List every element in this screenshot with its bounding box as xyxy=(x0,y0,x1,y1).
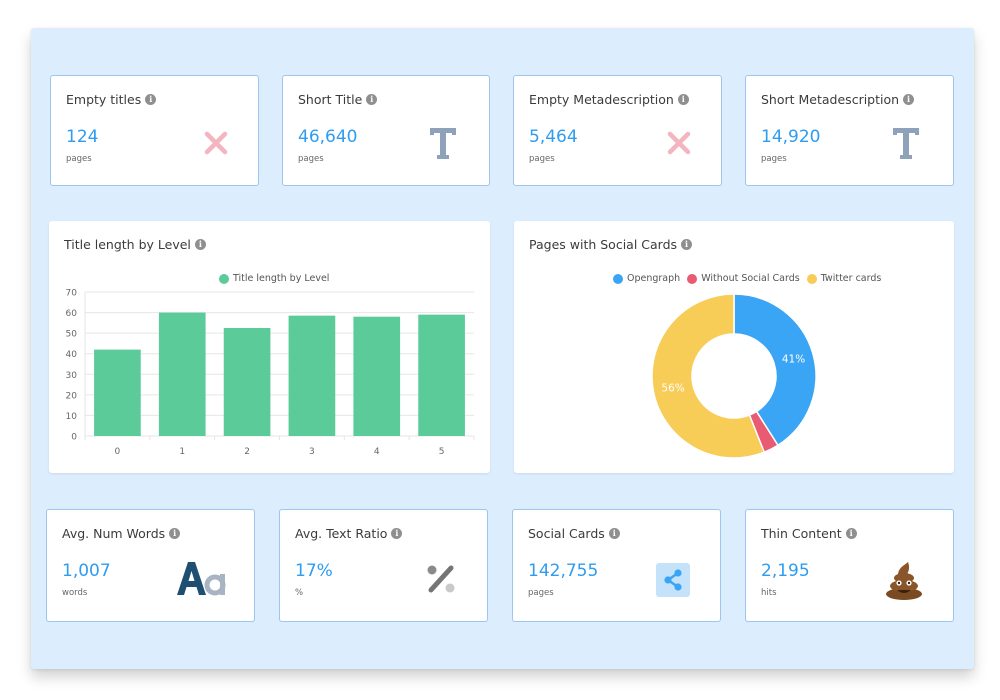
card-title: Avg. Text Ratio i xyxy=(295,526,403,541)
card-title: Title length by Level i xyxy=(64,237,206,252)
x-tick-label: 3 xyxy=(309,447,315,457)
bar-level-5 xyxy=(418,314,465,436)
info-icon[interactable]: i xyxy=(677,94,689,105)
card-value: 14,920 xyxy=(761,127,821,147)
legend-label: Without Social Cards xyxy=(701,273,800,284)
legend-swatch xyxy=(219,273,229,284)
card-value: 124 xyxy=(66,127,99,147)
poop-icon xyxy=(882,558,926,602)
card-unit: pages xyxy=(298,154,324,164)
slice-data-label: 56% xyxy=(661,383,684,395)
bar-level-2 xyxy=(223,328,271,436)
card-value: 1,007 xyxy=(62,561,111,581)
x-tick-label: 1 xyxy=(179,447,185,457)
y-tick-label: 30 xyxy=(66,371,78,381)
card-title: Social Cards i xyxy=(528,526,620,541)
bar-level-3 xyxy=(288,315,336,436)
y-tick-label: 10 xyxy=(66,412,78,422)
x-tick-label: 0 xyxy=(115,447,121,457)
card-unit: pages xyxy=(529,154,555,164)
stat-card-avg-num-words[interactable]: Avg. Num Words i 1,007 words xyxy=(46,509,255,622)
stat-card-thin-content[interactable]: Thin Content i 2,195 hits xyxy=(745,509,954,622)
info-icon[interactable]: i xyxy=(366,94,378,105)
card-title: Empty titles i xyxy=(66,92,157,107)
bar-chart-card: Title length by Level i Title length by L… xyxy=(49,221,490,473)
card-unit: pages xyxy=(761,154,787,164)
font-aa-icon xyxy=(175,558,227,600)
donut-chart-legend: Opengraph Without Social Cards Twitter c… xyxy=(613,273,888,284)
bar-chart: 0 10 20 30 40 50 60 70 0 1 2 3 4 5 xyxy=(66,289,475,457)
y-tick-label: 70 xyxy=(66,289,78,299)
info-icon[interactable]: i xyxy=(391,528,403,539)
bar-chart-legend[interactable]: Title length by Level xyxy=(219,273,329,284)
stat-card-avg-text-ratio[interactable]: Avg. Text Ratio i 17% % xyxy=(279,509,488,622)
y-tick-label: 20 xyxy=(66,391,78,401)
card-title: Pages with Social Cards i xyxy=(529,237,693,252)
card-unit: hits xyxy=(761,588,777,598)
y-tick-label: 40 xyxy=(66,350,78,360)
info-icon[interactable]: i xyxy=(169,528,181,539)
card-title: Empty Metadescription i xyxy=(529,92,689,107)
y-tick-label: 0 xyxy=(71,433,77,443)
info-icon[interactable]: i xyxy=(608,528,620,539)
stat-card-empty-titles[interactable]: Empty titles i 124 pages xyxy=(50,75,259,186)
legend-item-opengraph[interactable]: Opengraph xyxy=(613,273,680,284)
card-value: 142,755 xyxy=(528,561,599,581)
stat-card-short-metadescription[interactable]: Short Metadescription i 14,920 pages xyxy=(745,75,954,186)
legend-label: Title length by Level xyxy=(233,273,330,284)
card-title: Short Title i xyxy=(298,92,378,107)
card-unit: % xyxy=(295,588,304,598)
card-value: 2,195 xyxy=(761,561,810,581)
stat-card-short-title[interactable]: Short Title i 46,640 pages xyxy=(282,75,490,186)
card-value: 17% xyxy=(295,561,333,581)
info-icon[interactable]: i xyxy=(903,94,915,105)
card-title: Avg. Num Words i xyxy=(62,526,181,541)
slice-twitter-cards xyxy=(651,293,766,459)
legend-label: Twitter cards xyxy=(820,273,882,284)
legend-item-twitter-cards[interactable]: Twitter cards xyxy=(806,273,882,284)
info-icon[interactable]: i xyxy=(194,239,206,250)
donut-chart-card: Pages with Social Cards i Opengraph Witho… xyxy=(514,221,954,473)
t-icon xyxy=(425,124,461,162)
info-icon[interactable]: i xyxy=(145,94,157,105)
y-tick-label: 60 xyxy=(66,309,78,319)
donut-chart: 41% 56% xyxy=(651,293,817,459)
share-icon xyxy=(656,563,690,597)
legend-swatch xyxy=(613,273,623,284)
card-title: Short Metadescription i xyxy=(761,92,915,107)
x-tick-label: 4 xyxy=(374,447,380,457)
bar-level-4 xyxy=(353,316,401,436)
info-icon[interactable]: i xyxy=(845,528,857,539)
bar-level-0 xyxy=(94,349,141,436)
stat-card-empty-metadescription[interactable]: Empty Metadescription i 5,464 pages xyxy=(513,75,722,186)
legend-label: Opengraph xyxy=(627,273,681,284)
y-tick-label: 50 xyxy=(66,330,78,340)
legend-swatch xyxy=(687,273,698,284)
x-icon xyxy=(664,128,694,158)
x-tick-label: 2 xyxy=(244,447,250,457)
legend-item-without-social-cards[interactable]: Without Social Cards xyxy=(687,273,800,284)
card-unit: pages xyxy=(528,588,554,598)
card-title: Thin Content i xyxy=(761,526,857,541)
card-unit: pages xyxy=(66,154,92,164)
legend-swatch xyxy=(806,273,817,284)
bar-level-1 xyxy=(158,312,206,436)
stat-card-social-cards[interactable]: Social Cards i 142,755 pages xyxy=(512,509,721,622)
x-tick-label: 5 xyxy=(439,447,445,457)
x-icon xyxy=(201,128,231,158)
info-icon[interactable]: i xyxy=(681,239,693,250)
t-icon xyxy=(888,124,924,162)
slice-data-label: 41% xyxy=(782,354,805,366)
slice-opengraph xyxy=(733,293,817,447)
card-value: 5,464 xyxy=(529,127,578,147)
card-unit: words xyxy=(62,588,88,598)
percent-icon xyxy=(424,562,458,596)
card-value: 46,640 xyxy=(298,127,358,147)
